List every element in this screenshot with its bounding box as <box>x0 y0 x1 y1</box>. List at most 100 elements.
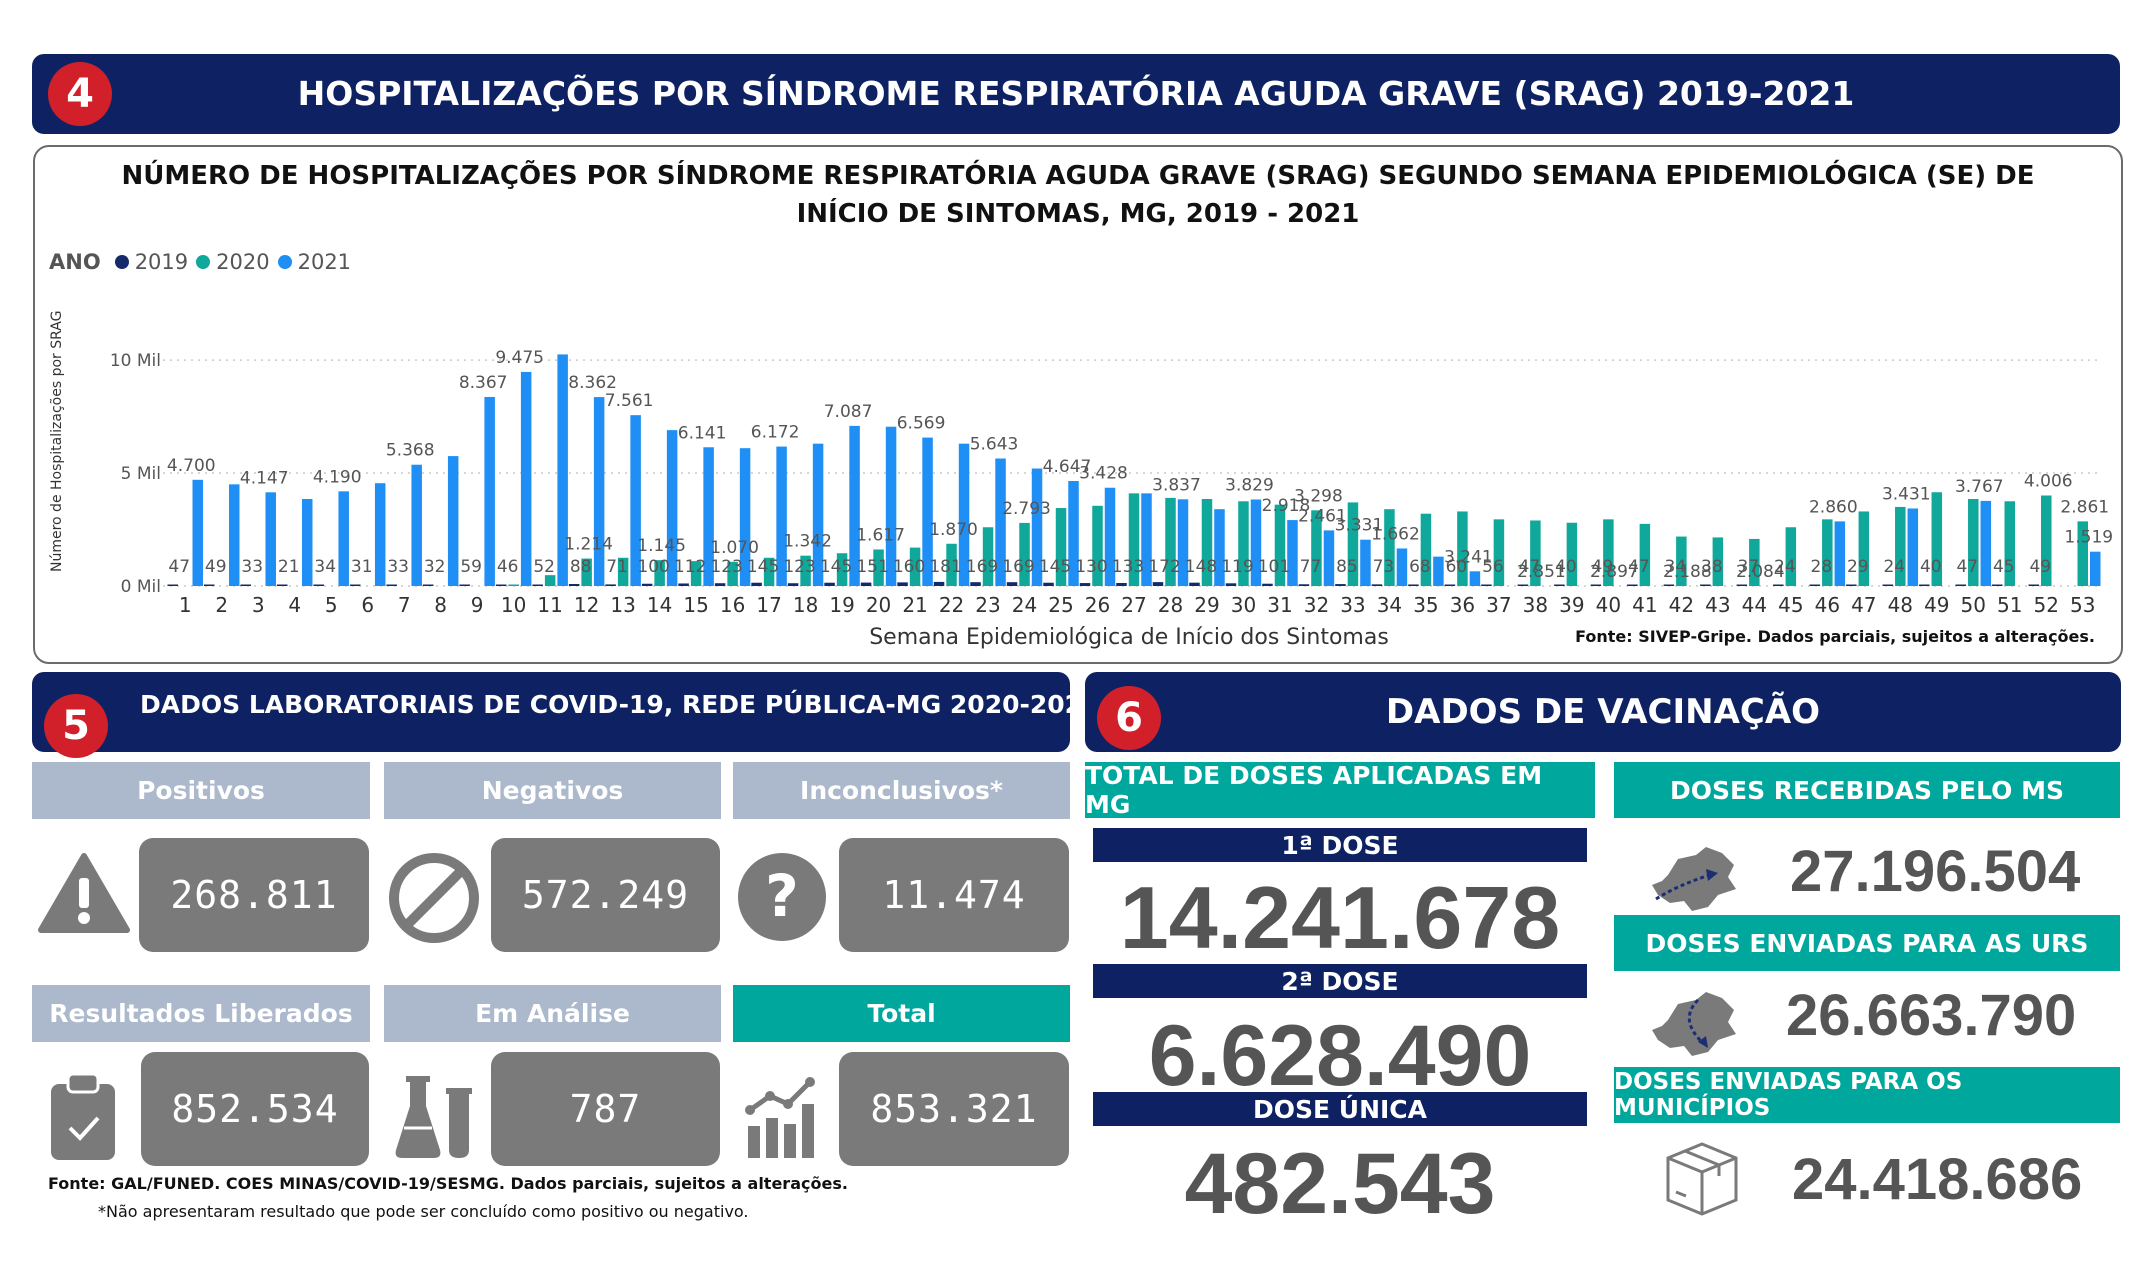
data-label-2021-se-26: 3.428 <box>1079 464 1128 484</box>
legend-swatch-2020 <box>196 255 211 269</box>
bar-2020-se-17 <box>763 557 775 586</box>
data-label-2019-se-50: 47 <box>1956 557 1978 577</box>
data-label-2021-se-1: 4.700 <box>167 456 216 476</box>
bar-2019-se-30 <box>1225 583 1237 586</box>
bar-2019-se-2 <box>203 584 215 586</box>
bar-2020-se-23 <box>982 527 994 586</box>
bar-2019-se-44 <box>1736 584 1748 586</box>
data-label-2021-se-50: 3.767 <box>1955 477 2004 497</box>
x-tick-label: 24 <box>1012 593 1037 617</box>
doses-sent-urs-value: 26.663.790 <box>1786 983 2077 1048</box>
data-label-2019-se-17: 145 <box>747 557 779 577</box>
bar-2019-se-19 <box>824 582 835 586</box>
bar-2019-se-5 <box>313 584 324 586</box>
bar-2021-se-32 <box>1323 530 1335 586</box>
bar-2021-se-10 <box>520 371 532 586</box>
bar-2021-se-28 <box>1177 499 1189 586</box>
data-label-2019-se-19: 145 <box>820 557 852 577</box>
bar-2019-se-8 <box>422 584 434 586</box>
x-tick-label: 40 <box>1596 593 1621 617</box>
bar-2019-se-9 <box>459 584 470 586</box>
positivos-value: 268.811 <box>139 838 369 952</box>
x-tick-label: 20 <box>866 593 891 617</box>
bar-2019-se-31 <box>1262 583 1273 586</box>
section-6-number-badge: 6 <box>1097 686 1161 750</box>
bar-2021-se-5 <box>338 491 349 586</box>
data-label-2019-se-51: 45 <box>1993 557 2015 577</box>
data-label-2019-se-23: 169 <box>966 557 998 577</box>
bar-2021-se-50 <box>1980 500 1992 586</box>
first-dose-label: 1ª DOSE <box>1093 828 1587 862</box>
doses-sent-urs-header: DOSES ENVIADAS PARA AS URS <box>1614 915 2120 971</box>
data-label-2021-se-42: 2.188 <box>1663 562 1712 582</box>
bar-2019-se-22 <box>933 581 945 586</box>
bar-2021-se-9 <box>484 396 495 586</box>
bar-2019-se-20 <box>860 582 872 586</box>
bar-2019-se-29 <box>1189 582 1200 586</box>
bar-2020-se-15 <box>690 561 702 586</box>
bar-2021-se-15 <box>703 447 714 586</box>
x-tick-label: 6 <box>361 593 374 617</box>
y-tick-label: 10 Mil <box>110 351 161 371</box>
bar-2021-se-4 <box>301 499 313 586</box>
bar-2020-se-24 <box>1019 522 1030 586</box>
x-tick-label: 51 <box>1997 593 2022 617</box>
data-label-2019-se-32: 77 <box>1300 557 1322 577</box>
svg-text:?: ? <box>765 862 799 930</box>
x-tick-label: 27 <box>1121 593 1146 617</box>
resultados-liberados-header: Resultados Liberados <box>32 985 370 1042</box>
bar-2020-se-16 <box>727 561 738 586</box>
bar-2020-se-18 <box>800 555 811 586</box>
data-label-2019-se-46: 28 <box>1811 557 1833 577</box>
bar-2019-se-26 <box>1079 583 1091 586</box>
bar-2019-se-24 <box>1006 582 1018 586</box>
total-header: Total <box>733 985 1070 1042</box>
data-label-2019-se-24: 169 <box>1002 557 1034 577</box>
doses-sent-municipios-header: DOSES ENVIADAS PARA OS MUNICÍPIOS <box>1614 1067 2120 1123</box>
bar-2020-se-26 <box>1092 505 1103 586</box>
data-label-2019-se-30: 119 <box>1221 557 1253 577</box>
data-label-2021-se-3: 4.147 <box>240 468 289 488</box>
data-label-2021-se-19: 7.087 <box>824 402 873 422</box>
data-label-2021-se-7: 5.368 <box>386 441 435 461</box>
legend-swatch-2021 <box>277 255 292 269</box>
bar-2020-se-38 <box>1530 520 1541 586</box>
x-tick-label: 39 <box>1559 593 1584 617</box>
y-axis-label: Número de Hospitalizações por SRAG <box>49 311 65 572</box>
inconclusivos-header: Inconclusivos* <box>733 762 1070 819</box>
bar-2019-se-32 <box>1298 584 1310 586</box>
bar-2021-se-7 <box>411 464 422 586</box>
x-tick-label: 45 <box>1778 593 1803 617</box>
data-label-2019-se-37: 56 <box>1482 557 1504 577</box>
bar-2019-se-3 <box>240 584 251 586</box>
bar-2020-se-37 <box>1493 519 1505 586</box>
x-tick-label: 12 <box>574 593 599 617</box>
bar-2020-se-34 <box>1384 509 1395 586</box>
data-label-2019-se-12: 88 <box>570 557 592 577</box>
x-tick-label: 9 <box>471 593 484 617</box>
data-label-2019-se-40: 49 <box>1592 557 1614 577</box>
bar-2020-se-10 <box>508 584 519 586</box>
bar-2020-se-32 <box>1311 510 1322 586</box>
data-label-2021-se-15: 6.141 <box>678 423 727 443</box>
bar-2019-se-25 <box>1043 582 1054 586</box>
data-label-2020-se-20: 1.617 <box>856 525 905 545</box>
data-label-2019-se-34: 73 <box>1373 557 1395 577</box>
data-label-2019-se-7: 33 <box>387 557 409 577</box>
x-tick-label: 8 <box>434 593 447 617</box>
x-tick-label: 2 <box>215 593 228 617</box>
x-tick-label: 15 <box>683 593 708 617</box>
bar-2019-se-43 <box>1700 584 1711 586</box>
clipboard-icon <box>51 1072 115 1160</box>
em-analise-value: 787 <box>491 1052 720 1166</box>
negativos-header: Negativos <box>384 762 721 819</box>
data-label-2021-se-40: 2.897 <box>1590 562 1639 582</box>
bar-2020-se-45 <box>1785 527 1797 586</box>
bar-2020-se-35 <box>1420 513 1432 586</box>
x-tick-label: 46 <box>1815 593 1840 617</box>
bar-2020-se-33 <box>1347 502 1359 586</box>
bar-2020-se-39 <box>1566 522 1578 586</box>
data-label-2021-se-25: 4.647 <box>1043 457 1092 477</box>
x-tick-label: 13 <box>610 593 635 617</box>
data-label-2019-se-35: 68 <box>1409 557 1431 577</box>
